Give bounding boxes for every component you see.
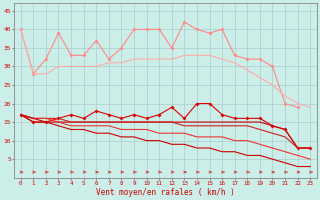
- X-axis label: Vent moyen/en rafales ( km/h ): Vent moyen/en rafales ( km/h ): [96, 188, 235, 197]
